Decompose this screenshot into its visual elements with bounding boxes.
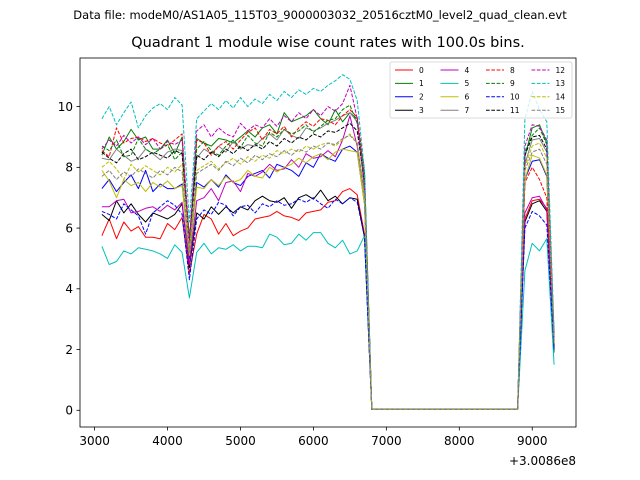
x-tick-label: 7000 <box>371 434 402 448</box>
legend-label-0: 0 <box>419 66 424 75</box>
legend-label-9: 9 <box>510 79 515 88</box>
legend-label-5: 5 <box>465 79 470 88</box>
series-line-5 <box>101 232 555 410</box>
legend-label-4: 4 <box>465 66 470 75</box>
series-line-9 <box>101 104 555 410</box>
legend-label-15: 15 <box>556 106 566 115</box>
legend-label-12: 12 <box>556 66 566 75</box>
legend-label-10: 10 <box>510 93 520 102</box>
legend-label-8: 8 <box>510 66 515 75</box>
legend-box <box>389 61 573 119</box>
legend-label-3: 3 <box>419 106 424 115</box>
x-tick-label: 6000 <box>298 434 329 448</box>
series-line-2 <box>101 145 555 410</box>
plot-frame <box>79 57 577 428</box>
legend-label-2: 2 <box>419 93 424 102</box>
y-tick-label: 10 <box>58 100 73 114</box>
figure-suptitle: Data file: modeM0/AS1A05_115T03_90000030… <box>73 8 567 22</box>
legend-label-11: 11 <box>510 106 520 115</box>
x-tick-label: 8000 <box>444 434 475 448</box>
series-line-12 <box>101 84 555 410</box>
legend-label-14: 14 <box>556 93 566 102</box>
chart-title: Quadrant 1 module wise count rates with … <box>131 35 525 51</box>
series-line-7 <box>101 112 555 410</box>
x-tick-label: 9000 <box>517 434 548 448</box>
series-line-11 <box>101 122 555 410</box>
legend-label-13: 13 <box>556 79 566 88</box>
series-lines <box>101 74 555 410</box>
series-line-8 <box>101 109 555 410</box>
series-line-1 <box>101 109 555 410</box>
series-line-3 <box>101 189 555 410</box>
y-tick-label: 8 <box>65 161 73 175</box>
legend-label-1: 1 <box>419 79 424 88</box>
y-tick-label: 0 <box>65 404 73 418</box>
series-line-10 <box>101 197 555 410</box>
x-offset-label: +3.0086e8 <box>509 454 576 468</box>
x-tick-label: 3000 <box>79 434 110 448</box>
y-tick-label: 4 <box>65 282 73 296</box>
legend-label-7: 7 <box>465 106 470 115</box>
legend-label-6: 6 <box>465 93 470 102</box>
y-tick-label: 2 <box>65 343 73 357</box>
series-line-14 <box>101 133 555 410</box>
x-tick-label: 4000 <box>152 434 183 448</box>
y-tick-label: 6 <box>65 221 73 235</box>
series-line-15 <box>101 134 555 410</box>
axes: 3000 4000 5000 6000 7000 8000 90000246810+3.00… <box>58 57 577 468</box>
x-tick-label: 5000 <box>225 434 256 448</box>
series-line-0 <box>101 188 555 410</box>
